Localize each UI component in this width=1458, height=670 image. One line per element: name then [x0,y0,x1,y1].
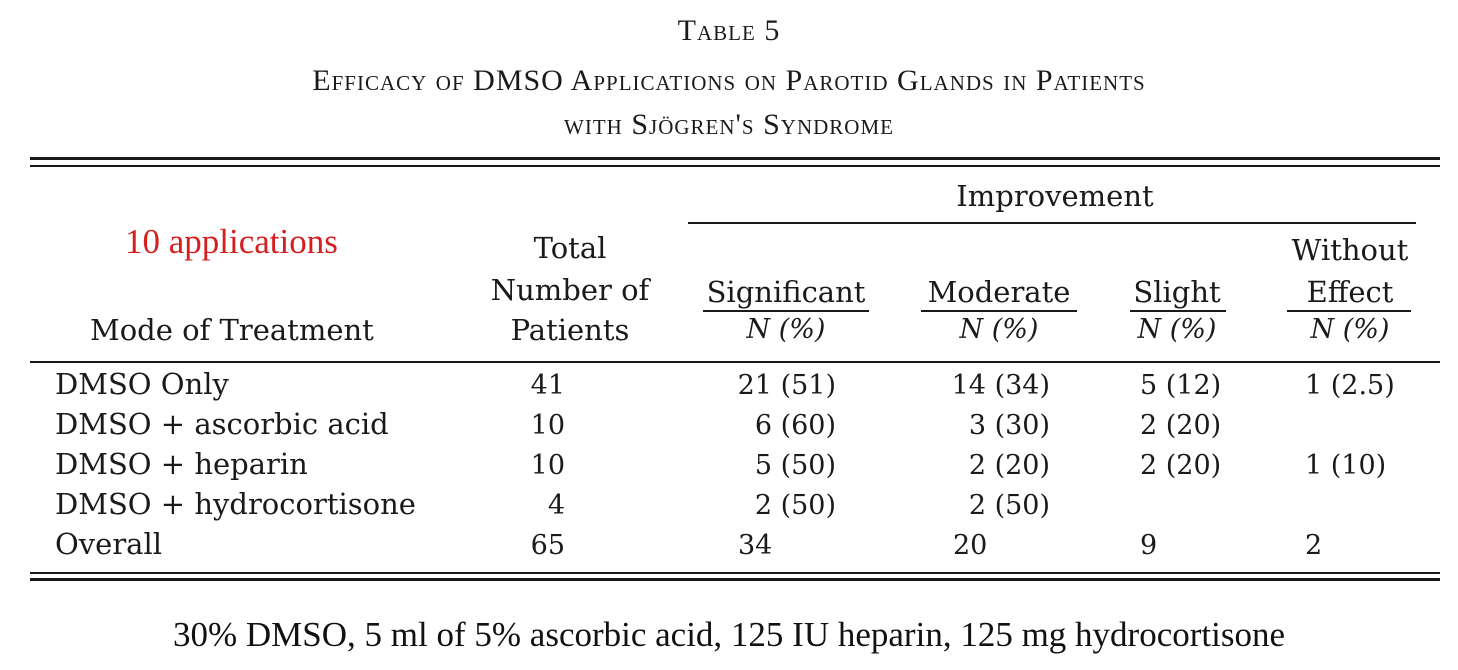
header-significant-npct: N (%) [746,314,826,345]
cell-slight: 5 (12) [1140,370,1222,401]
cell-moderate: 3 (30) [968,410,1050,441]
cell-mode: DMSO + hydrocortisone [55,487,416,521]
cell-moderate: 20 [953,530,988,561]
cell-total: 65 [530,530,565,561]
cell-moderate: 2 (50) [968,490,1050,521]
top-rule-thick [30,157,1440,160]
header-without-line1: Without [1291,233,1409,267]
cell-moderate: 2 (20) [968,450,1050,481]
cell-significant: 2 (50) [754,490,836,521]
slight-underline [1130,310,1226,312]
header-total-line1: Total [533,231,607,265]
cell-slight: 2 (20) [1140,450,1222,481]
cell-significant: 5 (50) [754,450,836,481]
cell-total: 4 [547,490,565,521]
cell-without: 1 (10) [1305,450,1387,481]
cell-total: 10 [530,450,565,481]
bottom-rule-thick [30,578,1440,581]
cell-mode: DMSO + heparin [55,447,308,481]
cell-without: 1 (2.5) [1305,370,1395,401]
header-without-line2: Effect [1306,275,1394,309]
header-moderate: Moderate [927,275,1071,309]
cell-slight: 9 [1140,530,1158,561]
header-mode-of-treatment: Mode of Treatment [90,313,374,347]
cell-total: 41 [530,370,565,401]
cell-slight: 2 (20) [1140,410,1222,441]
header-moderate-npct: N (%) [959,314,1039,345]
cell-significant: 34 [738,530,773,561]
header-improvement: Improvement [956,179,1154,213]
significant-underline [703,310,869,312]
header-slight-npct: N (%) [1137,314,1217,345]
header-significant: Significant [706,275,866,309]
footnote-doses: 30% DMSO, 5 ml of 5% ascorbic acid, 125 … [172,615,1285,654]
bottom-rule-thin [30,572,1440,574]
cell-significant: 21 (51) [737,370,836,401]
cell-total: 10 [530,410,565,441]
header-slight: Slight [1133,275,1221,309]
header-total-line2: Number of [490,273,650,307]
cell-mode: Overall [55,527,163,561]
without-underline [1287,310,1411,312]
improvement-underline [688,222,1416,224]
annotation-applications: 10 applications [125,222,338,261]
cell-significant: 6 (60) [754,410,836,441]
header-total-line3: Patients [510,313,630,347]
header-without-npct: N (%) [1310,314,1390,345]
cell-mode: DMSO Only [55,367,229,401]
cell-moderate: 14 (34) [951,370,1050,401]
cell-mode: DMSO + ascorbic acid [55,407,389,441]
top-rule-thin [30,165,1440,167]
table-title-line1: Efficacy of DMSO Applications on Parotid… [312,64,1146,97]
table-label: Table 5 [677,14,781,47]
cell-without: 2 [1305,530,1323,561]
table-title-line2: with Sjögren's Syndrome [564,108,894,141]
header-rule [30,361,1440,363]
moderate-underline [921,310,1077,312]
